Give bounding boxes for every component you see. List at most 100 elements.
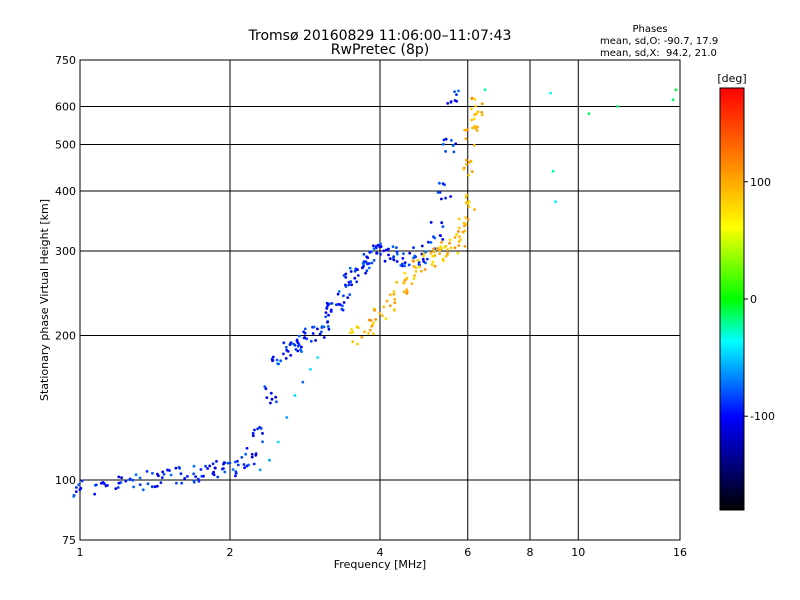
data-point: [279, 359, 283, 363]
colorbar: [deg] 100 0 -100: [717, 72, 775, 511]
data-point: [271, 358, 275, 362]
data-point: [183, 477, 187, 480]
data-point: [375, 251, 378, 255]
data-point: [458, 235, 461, 239]
data-point: [350, 328, 354, 331]
data-point: [470, 107, 473, 111]
data-point: [429, 251, 433, 255]
data-point: [465, 162, 468, 166]
colorbar-gradient: [719, 87, 745, 511]
data-point: [438, 181, 441, 185]
data-point: [245, 446, 249, 450]
data-point: [395, 280, 399, 284]
data-point: [472, 117, 476, 121]
data-point: [444, 254, 448, 258]
data-point: [80, 479, 84, 483]
data-point: [330, 302, 334, 305]
data-point: [440, 197, 443, 201]
data-point: [325, 301, 329, 305]
data-point: [392, 255, 396, 258]
data-point: [316, 327, 319, 331]
data-point: [342, 294, 345, 298]
data-point: [261, 432, 264, 435]
data-point: [297, 334, 301, 338]
data-point: [395, 250, 399, 254]
data-point: [472, 143, 476, 147]
data-point: [301, 380, 305, 384]
data-point: [180, 481, 184, 485]
data-point: [366, 256, 370, 260]
data-point: [222, 467, 225, 470]
data-point: [473, 124, 477, 128]
data-point: [449, 100, 453, 104]
data-point: [457, 244, 461, 247]
data-point: [464, 196, 468, 199]
data-point: [422, 260, 426, 263]
data-point: [465, 200, 469, 204]
data-point: [346, 296, 350, 299]
data-point: [361, 261, 365, 265]
data-point: [326, 325, 330, 328]
data-point: [444, 150, 447, 153]
data-point: [423, 268, 427, 271]
x-tick-label: 10: [571, 546, 585, 559]
data-point: [405, 288, 408, 292]
data-point: [403, 264, 407, 268]
data-point: [233, 460, 237, 464]
data-point: [250, 452, 254, 456]
x-axis-label: Frequency [MHz]: [334, 558, 426, 571]
data-point: [228, 461, 232, 465]
data-point: [289, 341, 293, 345]
data-point: [433, 254, 437, 257]
data-point: [464, 137, 468, 141]
data-point: [247, 463, 250, 467]
data-point: [356, 342, 359, 346]
data-point: [412, 259, 415, 263]
data-point: [199, 468, 203, 471]
data-point: [439, 245, 443, 249]
data-point: [387, 253, 390, 257]
colorbar-tick-label: 100: [750, 176, 771, 189]
data-point: [243, 466, 247, 470]
data-point: [134, 473, 138, 477]
data-point: [392, 292, 396, 296]
data-point: [413, 274, 416, 278]
data-point: [353, 276, 357, 280]
data-point: [438, 252, 442, 256]
data-point: [194, 475, 198, 478]
data-point: [117, 481, 121, 485]
data-point: [418, 265, 422, 269]
x-axis-ticks: 1 2 4 6 8 10 16: [77, 546, 688, 559]
data-point: [150, 485, 154, 489]
data-point: [353, 269, 357, 273]
data-point: [448, 241, 451, 245]
data-point: [412, 265, 416, 268]
data-point: [192, 472, 196, 476]
data-point: [395, 260, 399, 263]
data-point: [269, 391, 273, 395]
data-point: [384, 317, 388, 320]
data-point: [365, 269, 369, 273]
colorbar-tick-label: 0: [750, 293, 757, 306]
data-point: [362, 253, 366, 256]
data-point: [448, 238, 452, 242]
data-point: [357, 326, 360, 330]
data-point: [549, 91, 552, 95]
data-point: [443, 183, 446, 187]
data-point: [671, 98, 675, 102]
data-point: [156, 484, 159, 488]
data-point: [132, 485, 136, 489]
data-point: [420, 244, 424, 248]
data-point: [160, 476, 164, 479]
data-point: [378, 311, 382, 315]
data-point: [462, 167, 466, 171]
data-point: [264, 387, 268, 391]
data-point: [250, 455, 254, 459]
data-point: [474, 104, 477, 108]
data-point: [432, 247, 435, 251]
y-tick-label: 100: [55, 474, 76, 487]
data-point: [369, 319, 373, 322]
data-point: [340, 307, 344, 311]
data-point: [244, 452, 248, 456]
data-point: [453, 90, 456, 93]
